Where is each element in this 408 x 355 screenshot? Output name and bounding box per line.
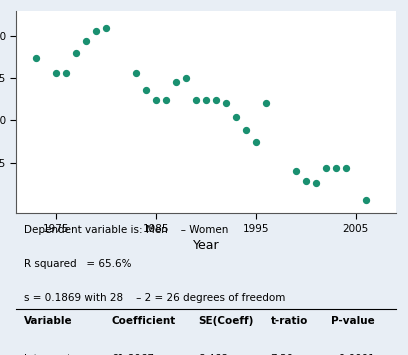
Point: [343, 165, 349, 170]
Point: [143, 87, 149, 93]
Point: [333, 165, 339, 170]
Text: Coefficient: Coefficient: [111, 316, 175, 326]
Point: [63, 70, 69, 76]
Text: t-ratio: t-ratio: [271, 316, 308, 326]
Text: P-value: P-value: [331, 316, 375, 326]
Point: [263, 100, 269, 106]
Point: [53, 70, 60, 76]
Point: [243, 127, 249, 133]
Point: [183, 75, 189, 81]
Point: [93, 28, 100, 34]
Point: [33, 55, 40, 61]
Text: 8.468: 8.468: [198, 354, 228, 355]
Text: ≤0.0001: ≤0.0001: [331, 354, 376, 355]
Point: [213, 97, 219, 103]
Text: SE(Coeff): SE(Coeff): [198, 316, 254, 326]
Point: [173, 79, 180, 84]
X-axis label: Year: Year: [193, 239, 220, 252]
Point: [223, 100, 229, 106]
Point: [323, 165, 329, 170]
Point: [313, 180, 319, 186]
Point: [233, 114, 239, 120]
Point: [83, 38, 89, 44]
Text: Variable: Variable: [24, 316, 73, 326]
Point: [103, 25, 109, 31]
Point: [163, 97, 169, 103]
Text: 7.30: 7.30: [271, 354, 294, 355]
Point: [303, 178, 309, 184]
Point: [293, 168, 299, 174]
Point: [363, 197, 369, 202]
Text: R squared   = 65.6%: R squared = 65.6%: [24, 259, 131, 269]
Point: [153, 97, 160, 103]
Text: s = 0.1869 with 28    – 2 = 26 degrees of freedom: s = 0.1869 with 28 – 2 = 26 degrees of f…: [24, 294, 285, 304]
Point: [73, 50, 80, 56]
Text: Dependent variable is: Men    – Women: Dependent variable is: Men – Women: [24, 225, 228, 235]
Point: [203, 97, 209, 103]
Point: [133, 70, 140, 76]
Text: 61.8067: 61.8067: [111, 354, 154, 355]
Text: Intercept: Intercept: [24, 354, 71, 355]
Point: [253, 140, 259, 145]
Point: [193, 97, 200, 103]
